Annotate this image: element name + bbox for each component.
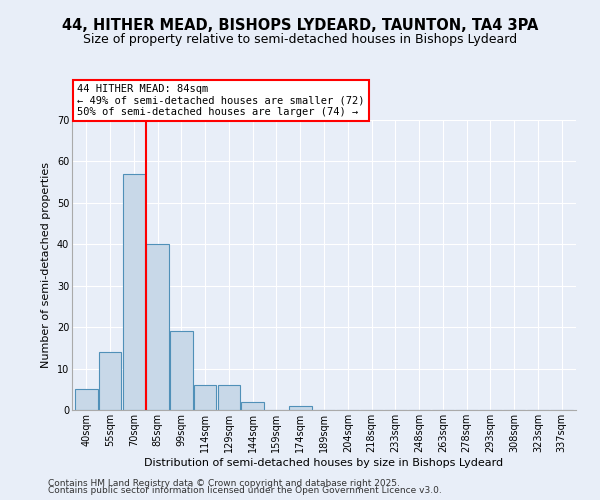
Bar: [99, 352, 121, 410]
Y-axis label: Number of semi-detached properties: Number of semi-detached properties: [41, 162, 51, 368]
Text: Contains HM Land Registry data © Crown copyright and database right 2025.: Contains HM Land Registry data © Crown c…: [48, 478, 400, 488]
Bar: [170, 332, 193, 410]
Text: 44, HITHER MEAD, BISHOPS LYDEARD, TAUNTON, TA4 3PA: 44, HITHER MEAD, BISHOPS LYDEARD, TAUNTO…: [62, 18, 538, 32]
Bar: [122, 174, 145, 410]
Bar: [75, 390, 98, 410]
Bar: [146, 244, 169, 410]
Bar: [289, 406, 311, 410]
X-axis label: Distribution of semi-detached houses by size in Bishops Lydeard: Distribution of semi-detached houses by …: [145, 458, 503, 468]
Text: 44 HITHER MEAD: 84sqm
← 49% of semi-detached houses are smaller (72)
50% of semi: 44 HITHER MEAD: 84sqm ← 49% of semi-deta…: [77, 84, 365, 117]
Bar: [194, 385, 217, 410]
Text: Contains public sector information licensed under the Open Government Licence v3: Contains public sector information licen…: [48, 486, 442, 495]
Text: Size of property relative to semi-detached houses in Bishops Lydeard: Size of property relative to semi-detach…: [83, 32, 517, 46]
Bar: [218, 385, 240, 410]
Bar: [241, 402, 264, 410]
